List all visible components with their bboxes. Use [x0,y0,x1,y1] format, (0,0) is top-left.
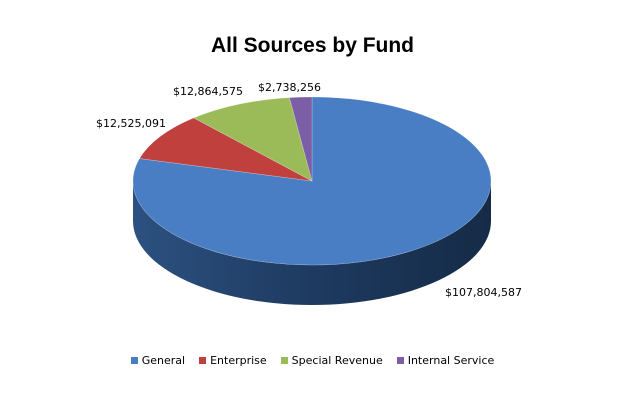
legend-label: Enterprise [210,354,267,367]
data-label-enterprise: $12,525,091 [96,117,166,130]
legend: General Enterprise Special Revenue Internal… [0,354,625,367]
data-labels-group: $107,804,587 $12,525,091 $12,864,575 $2,738… [96,81,522,299]
legend-label: Internal Service [407,354,495,367]
chart-title: All Sources by Fund [210,34,415,57]
legend-swatch [130,357,138,364]
data-label-general: $107,804,587 [445,286,522,299]
legend-swatch [280,357,288,364]
data-label-internal-service: $2,738,256 [258,81,321,94]
legend-label: Special Revenue [291,354,383,367]
pie-side-general [133,181,491,305]
pie-slice-enterprise [139,117,313,182]
data-label-special-revenue: $12,864,575 [173,85,243,98]
legend-swatch [199,357,207,364]
legend-item-internal-service: Internal Service [396,354,495,367]
legend-item-enterprise: Enterprise [199,354,267,367]
pie-top-group [132,96,492,266]
legend-item-general: General [130,354,186,367]
legend-label: General [141,354,186,367]
pie-slice-special-revenue [193,97,313,182]
legend-item-special-revenue: Special Revenue [280,354,383,367]
legend-swatch [396,357,404,364]
pie-side-group [133,181,491,305]
pie-slice-internal-service [289,96,313,182]
pie-slice-general [132,96,492,266]
